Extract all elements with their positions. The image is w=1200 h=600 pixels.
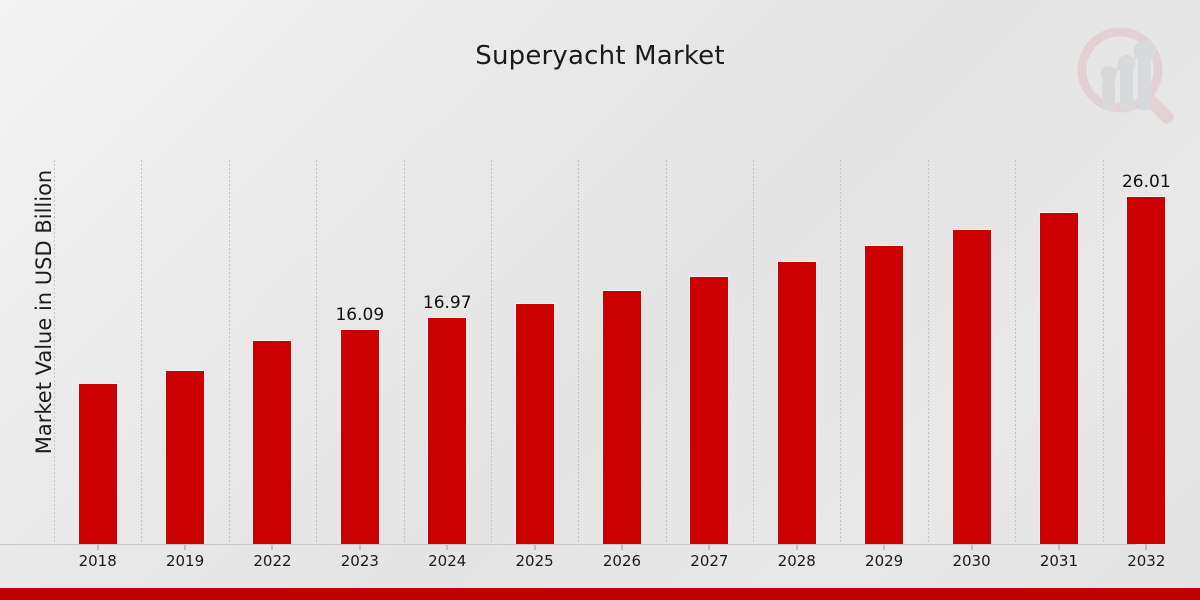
x-axis-tick (446, 544, 448, 550)
x-axis-tick (708, 544, 710, 550)
bar-group-2031[interactable]: 2031 (1015, 160, 1102, 570)
x-axis-tick-label: 2032 (1127, 552, 1166, 570)
x-axis-tick-label: 2019 (165, 552, 205, 570)
x-axis-tick (971, 544, 973, 550)
bar[interactable] (514, 303, 555, 544)
bar-value-label: 16.09 (335, 304, 385, 325)
page-title: Superyacht Market (475, 41, 725, 71)
x-axis-tick-label: 2029 (865, 552, 904, 570)
bar-group-2019[interactable]: 2019 (141, 160, 228, 570)
bar[interactable] (252, 339, 293, 544)
gridline (665, 160, 667, 544)
gridline (1015, 160, 1017, 544)
x-axis-tick (359, 544, 361, 550)
gridline (840, 160, 842, 544)
brand-logo (1068, 22, 1178, 128)
gridline (490, 160, 492, 544)
bar-group-2023[interactable]: 16.09 2023 (316, 160, 403, 570)
bar[interactable] (339, 328, 380, 544)
x-axis-tick-label: 2027 (690, 552, 729, 570)
bar[interactable] (1038, 211, 1079, 544)
x-axis-tick-label: 2022 (253, 552, 292, 570)
bar[interactable] (77, 382, 118, 544)
x-axis-tick-label: 2031 (1039, 552, 1078, 570)
x-axis-tick (534, 544, 536, 550)
gridline (927, 160, 929, 544)
bar-value-label: 26.01 (1121, 172, 1171, 192)
x-axis-tick (1145, 544, 1147, 550)
gridline (228, 160, 230, 544)
bar-group-2030[interactable]: 2030 (928, 160, 1015, 570)
x-axis-tick-label: 2025 (515, 552, 554, 570)
gridline (54, 160, 55, 544)
x-axis-tick (796, 544, 798, 550)
footer-band (0, 588, 1200, 600)
bar-group-2026[interactable]: 2026 (578, 160, 665, 570)
bar[interactable] (864, 244, 905, 544)
x-axis-tick-label: 2018 (78, 552, 117, 570)
y-axis-title: Market Value in USD Billion (32, 169, 56, 455)
bar[interactable] (165, 369, 206, 544)
gridline (141, 160, 143, 544)
gridline (753, 160, 755, 544)
bar[interactable] (601, 289, 642, 544)
bar-group-2018[interactable]: 2018 (54, 160, 141, 570)
x-axis-tick (621, 544, 623, 550)
gridline (578, 160, 580, 544)
x-axis-tick (1058, 544, 1060, 550)
x-axis-tick (271, 544, 273, 550)
bar[interactable] (776, 260, 817, 544)
gridline (316, 160, 318, 544)
x-axis-tick-label: 2023 (340, 552, 379, 570)
bar[interactable] (427, 316, 468, 544)
gridline (403, 160, 405, 544)
x-axis-tick (97, 544, 99, 550)
plot-area: 2018 2019 2022 16.09 2023 16.97 2024 2025 2026 20… (54, 160, 1190, 570)
bar[interactable] (689, 275, 730, 544)
bar-group-2032[interactable]: 26.01 2032 (1103, 160, 1190, 570)
bar[interactable] (951, 228, 992, 544)
x-axis-tick-label: 2028 (777, 552, 816, 570)
x-axis-tick-label: 2026 (602, 552, 642, 570)
gridline (1102, 160, 1104, 544)
x-axis-tick-label: 2024 (428, 552, 467, 570)
bar-value-label: 16.97 (422, 292, 472, 313)
x-axis-line (0, 544, 1136, 545)
bar[interactable] (1126, 196, 1167, 544)
x-axis-tick-label: 2030 (952, 552, 991, 570)
bar-group-2022[interactable]: 2022 (229, 160, 316, 570)
bar-group-2029[interactable]: 2029 (840, 160, 927, 570)
bar-group-2024[interactable]: 16.97 2024 (404, 160, 491, 570)
x-axis-tick (184, 544, 186, 550)
bar-group-2028[interactable]: 2028 (753, 160, 840, 570)
bar-group-2025[interactable]: 2025 (491, 160, 578, 570)
x-axis-tick (883, 544, 885, 550)
bar-group-2027[interactable]: 2027 (666, 160, 753, 570)
